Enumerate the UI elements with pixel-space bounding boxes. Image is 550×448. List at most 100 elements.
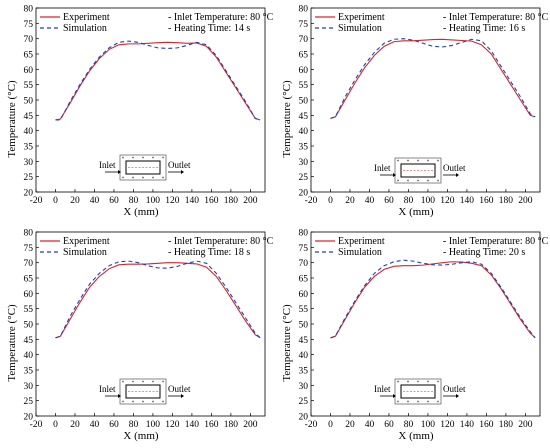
- inset-inlet-label: Inlet: [99, 160, 116, 170]
- inset-outlet-label: Outlet: [168, 384, 191, 394]
- x-axis-label: X (mm): [398, 430, 433, 442]
- x-tick-label: 80: [129, 420, 139, 430]
- legend-label-experiment: Experiment: [63, 236, 110, 247]
- inset-channel-dot: [132, 176, 134, 179]
- inset-channel-dot: [132, 380, 134, 383]
- annotation-inlet-temp: - Inlet Temperature: 80 °C: [443, 12, 549, 23]
- y-tick-label: 20: [299, 189, 309, 199]
- y-tick-label: 55: [299, 81, 309, 91]
- legend: [40, 240, 60, 253]
- x-tick-label: 120: [440, 196, 455, 206]
- inset-channel-dot: [397, 380, 399, 383]
- annotation-inlet-temp: - Inlet Temperature: 80 °C: [168, 12, 274, 23]
- y-tick-label: 75: [299, 20, 309, 30]
- chart-3-svg: 20 25 30 35 40 45 50 55 60 65 70 75 80 -20 0 20 40 60 80 10…: [6, 229, 274, 443]
- inset-channel-dot: [417, 159, 419, 162]
- inset-channel-dot: [162, 176, 164, 179]
- inset-channel-dot: [162, 156, 164, 159]
- x-tick-label: -20: [305, 420, 318, 430]
- y-tick-label: 80: [24, 229, 34, 239]
- inlet-arrow-head: [393, 394, 396, 398]
- inset-channel-dot: [142, 176, 144, 179]
- legend-label-simulation: Simulation: [338, 23, 382, 34]
- chart-4-svg: 20 25 30 35 40 45 50 55 60 65 70 75 80 -20 0 20 40 60 80 10…: [281, 229, 549, 443]
- series-line-simulation: [330, 38, 536, 119]
- x-axis-label: X (mm): [123, 430, 158, 442]
- x-tick-label: -20: [30, 420, 43, 430]
- inset-channel-dot: [407, 179, 409, 182]
- inset-outlet-label: Outlet: [168, 160, 191, 170]
- y-tick-label: 40: [299, 127, 309, 137]
- inset-channel-dot: [122, 156, 124, 159]
- inset-channel-dot: [417, 380, 419, 383]
- chart-2-svg: 20 25 30 35 40 45 50 55 60 65 70 75 80 -20 0 20 40 60 80 10…: [281, 5, 549, 219]
- x-tick-label: 100: [421, 196, 436, 206]
- inset-channel-dot: [407, 380, 409, 383]
- plot-area: 20 25 30 35 40 45 50 55 60 65 70 75 80 -20 0 20 40 60 80 10…: [24, 5, 266, 206]
- y-tick-label: 70: [24, 35, 34, 45]
- inlet-arrow-head: [118, 170, 121, 174]
- x-tick-label: 160: [479, 420, 494, 430]
- inset-schematic: [380, 378, 459, 405]
- y-tick-label: 25: [24, 397, 34, 407]
- y-tick-label: 20: [299, 413, 309, 423]
- x-tick-label: 160: [204, 420, 219, 430]
- y-tick-label: 80: [299, 5, 309, 15]
- x-tick-label: 0: [53, 196, 58, 206]
- chart-panel-4: 20 25 30 35 40 45 50 55 60 65 70 75 80 -20 0 20 40 60 80 10…: [275, 224, 550, 448]
- legend-label-simulation: Simulation: [63, 23, 107, 34]
- x-tick-label: 80: [404, 420, 414, 430]
- inset-channel-dot: [427, 159, 429, 162]
- annotation-inlet-temp: - Inlet Temperature: 80 °C: [168, 236, 274, 247]
- x-tick-label: 40: [365, 196, 375, 206]
- series-line-experiment: [330, 261, 536, 339]
- plot-area: 20 25 30 35 40 45 50 55 60 65 70 75 80 -20 0 20 40 60 80 10…: [299, 5, 541, 206]
- inset-channel-dot: [437, 159, 439, 162]
- inset-channel-dot: [132, 400, 134, 403]
- chart-1-svg: 20 25 30 35 40 45 50 55 60 65 70 75 80 -20 0 20 40 60 80 10…: [6, 5, 274, 219]
- plot-area: 20 25 30 35 40 45 50 55 60 65 70 75 80 -20 0 20 40 60 80 10…: [24, 229, 266, 430]
- y-tick-label: 45: [24, 112, 34, 122]
- x-tick-label: 200: [243, 420, 258, 430]
- y-tick-label: 55: [24, 305, 34, 315]
- chart-panel-1: 20 25 30 35 40 45 50 55 60 65 70 75 80 -20 0 20 40 60 80 10…: [0, 0, 275, 224]
- y-tick-label: 55: [24, 81, 34, 91]
- x-tick-label: 20: [345, 196, 355, 206]
- plot-area: 20 25 30 35 40 45 50 55 60 65 70 75 80 -20 0 20 40 60 80 10…: [299, 229, 541, 430]
- y-tick-label: 70: [299, 259, 309, 269]
- inset-channel-dot: [162, 400, 164, 403]
- inset-channel-dot: [417, 179, 419, 182]
- annotation-heating-time: - Heating Time: 18 s: [168, 247, 250, 258]
- y-tick-label: 70: [299, 35, 309, 45]
- series-line-simulation: [330, 259, 536, 339]
- y-tick-label: 60: [24, 66, 34, 76]
- y-tick-label: 60: [299, 66, 309, 76]
- inset-channel-dot: [407, 159, 409, 162]
- y-tick-label: 45: [299, 336, 309, 346]
- legend: [315, 240, 335, 253]
- y-tick-label: 35: [299, 367, 309, 377]
- chart-panel-2: 20 25 30 35 40 45 50 55 60 65 70 75 80 -20 0 20 40 60 80 10…: [275, 0, 550, 224]
- x-tick-label: 40: [90, 196, 100, 206]
- x-tick-label: 120: [165, 420, 180, 430]
- y-tick-label: 65: [299, 51, 309, 61]
- y-tick-label: 40: [24, 127, 34, 137]
- x-tick-label: 180: [224, 420, 239, 430]
- y-tick-label: 65: [299, 275, 309, 285]
- x-tick-label: 140: [185, 196, 200, 206]
- x-tick-label: 100: [146, 196, 161, 206]
- y-axis-label: Temperature (°C): [281, 304, 293, 382]
- y-tick-label: 80: [299, 229, 309, 239]
- inset-channel-dot: [122, 380, 124, 383]
- x-tick-label: 60: [384, 196, 394, 206]
- x-tick-label: 40: [365, 420, 375, 430]
- y-tick-label: 25: [299, 397, 309, 407]
- inset-channel-dot: [142, 156, 144, 159]
- x-tick-label: 20: [70, 420, 80, 430]
- y-tick-label: 40: [24, 351, 34, 361]
- y-tick-label: 45: [299, 112, 309, 122]
- x-tick-label: 180: [499, 196, 514, 206]
- y-tick-label: 55: [299, 305, 309, 315]
- legend-label-experiment: Experiment: [338, 12, 385, 23]
- y-tick-label: 35: [299, 143, 309, 153]
